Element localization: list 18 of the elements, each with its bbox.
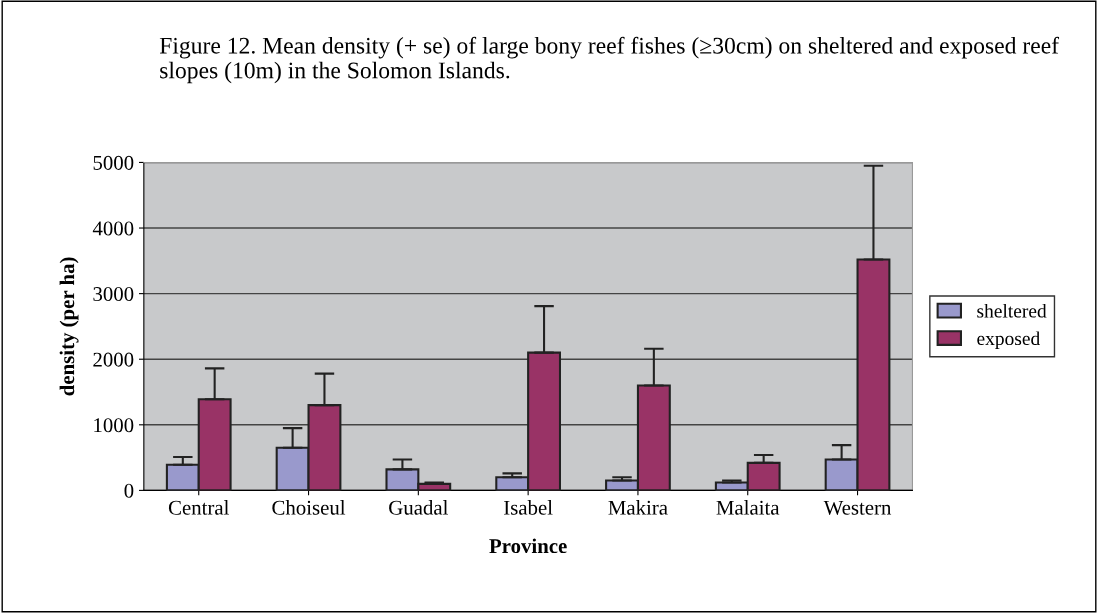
- x-tick-label: Choiseul: [272, 500, 346, 515]
- x-tick-label: Isabel: [504, 500, 553, 515]
- legend-label: exposed: [977, 331, 1040, 350]
- y-tick-label: 0: [124, 483, 134, 498]
- y-tick-label: 1000: [94, 418, 134, 433]
- legend-label: sheltered: [977, 303, 1047, 318]
- y-tick-label: 3000: [93, 287, 134, 302]
- x-tick-label: Western: [823, 500, 892, 515]
- x-tick-label: Malaita: [716, 500, 780, 515]
- x-axis-title: Province: [489, 538, 567, 554]
- chart-title: Figure 12. Mean density (+ se) of large bony reef fishes (≥30cm) on sheltered and exposed reef slopes (10m) in the Solomon Islands.: [159, 36, 1060, 84]
- x-tick-label: Guadal: [389, 500, 448, 515]
- y-axis-title: density (per ha): [59, 257, 79, 396]
- x-tick-label: Makira: [608, 500, 668, 515]
- y-tick-label: 2000: [93, 352, 134, 367]
- x-tick-label: Central: [168, 500, 229, 515]
- y-tick-label: 5000: [93, 155, 134, 170]
- y-tick-label: 4000: [92, 221, 134, 236]
